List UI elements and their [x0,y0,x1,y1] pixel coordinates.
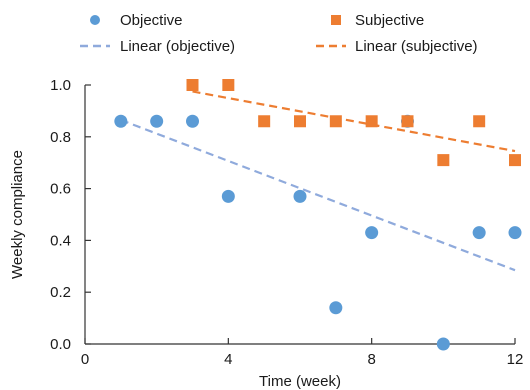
legend-item-linear-subjective: Linear (subjective) [316,38,478,55]
data-point-subjective [186,79,199,91]
legend-item-objective: Objective [90,12,183,29]
data-point-objective [365,226,379,240]
trendlines [120,90,516,272]
data-point-subjective [294,115,306,128]
y-tick-label: 0.8 [50,129,71,146]
data-point-subjective [329,115,342,128]
data-point-objective [150,114,164,128]
y-tick-label: 0.4 [50,232,71,249]
legend-item-linear-objective: Linear (objective) [80,38,235,55]
x-tick-label: 8 [367,351,375,368]
legend: Objective Subjective Linear (objective) … [80,12,478,55]
y-tick-label: 0.0 [50,336,71,353]
data-point-subjective [222,79,235,91]
x-tick-label: 0 [81,351,89,368]
data-point-subjective [473,115,486,128]
data-point-subjective [437,154,450,167]
legend-item-subjective: Subjective [331,12,424,29]
data-point-objective [221,189,235,203]
y-tick-label: 0.6 [50,181,71,198]
y-tick-label: 0.2 [50,284,71,301]
data-point-objective [472,226,486,240]
legend-label-linear-subjective: Linear (subjective) [355,38,478,55]
legend-label-linear-objective: Linear (objective) [120,38,235,55]
data-point-subjective [401,115,414,128]
data-point-objective [436,337,450,351]
x-axis-title: Time (week) [259,373,341,390]
legend-label-subjective: Subjective [355,12,424,29]
data-points [114,79,522,351]
trendline-subjective [192,90,516,153]
x-tick-label: 12 [507,351,524,368]
data-point-subjective [258,115,271,128]
y-axis-title: Weekly compliance [9,150,26,279]
y-tick-label: 1.0 [50,77,71,94]
data-point-objective [114,114,128,128]
legend-label-objective: Objective [120,12,183,29]
data-point-objective [329,301,343,315]
data-point-subjective [365,115,378,128]
trendline-objective [120,118,516,272]
legend-marker-objective [90,15,100,25]
data-point-objective [508,226,522,240]
data-point-objective [186,114,199,128]
data-point-objective [293,189,307,203]
x-tick-label: 4 [224,351,232,368]
legend-marker-subjective [331,15,341,25]
data-point-subjective [509,154,521,167]
